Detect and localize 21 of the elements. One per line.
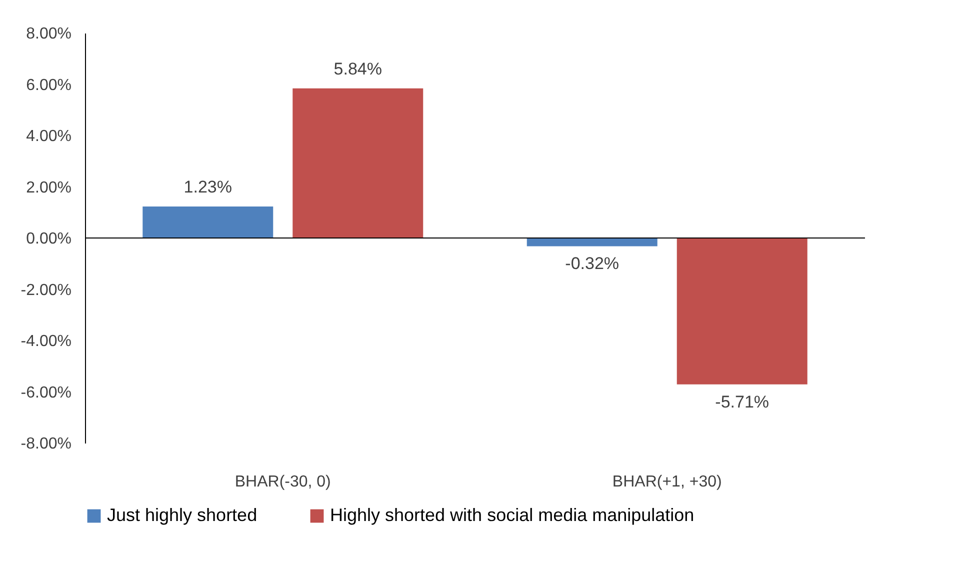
bar <box>292 88 424 238</box>
bar <box>676 238 808 384</box>
data-label: -0.32% <box>565 254 620 274</box>
y-tick-label: -4.00% <box>20 333 72 350</box>
y-tick-label: -2.00% <box>20 282 72 299</box>
bar <box>526 238 658 246</box>
x-tick-label: BHAR(+1, +30) <box>612 474 722 490</box>
y-tick-label: 6.00% <box>26 76 72 94</box>
y-tick-label: -6.00% <box>20 384 72 402</box>
y-tick-label: 0.00% <box>26 230 72 248</box>
bar <box>142 206 274 238</box>
legend-label: Highly shorted with social media manipulation <box>330 505 694 525</box>
y-tick-label: 4.00% <box>26 128 72 145</box>
data-label: 5.84% <box>334 59 382 78</box>
y-tick-label: 8.00% <box>26 26 72 42</box>
data-label: 1.23% <box>184 177 232 196</box>
y-tick-label: 2.00% <box>26 179 72 196</box>
x-tick-label: BHAR(-30, 0) <box>234 474 331 490</box>
legend-label: Just highly shorted <box>107 505 258 525</box>
data-label: -5.71% <box>715 392 770 412</box>
y-tick-label: -8.00% <box>20 436 72 452</box>
